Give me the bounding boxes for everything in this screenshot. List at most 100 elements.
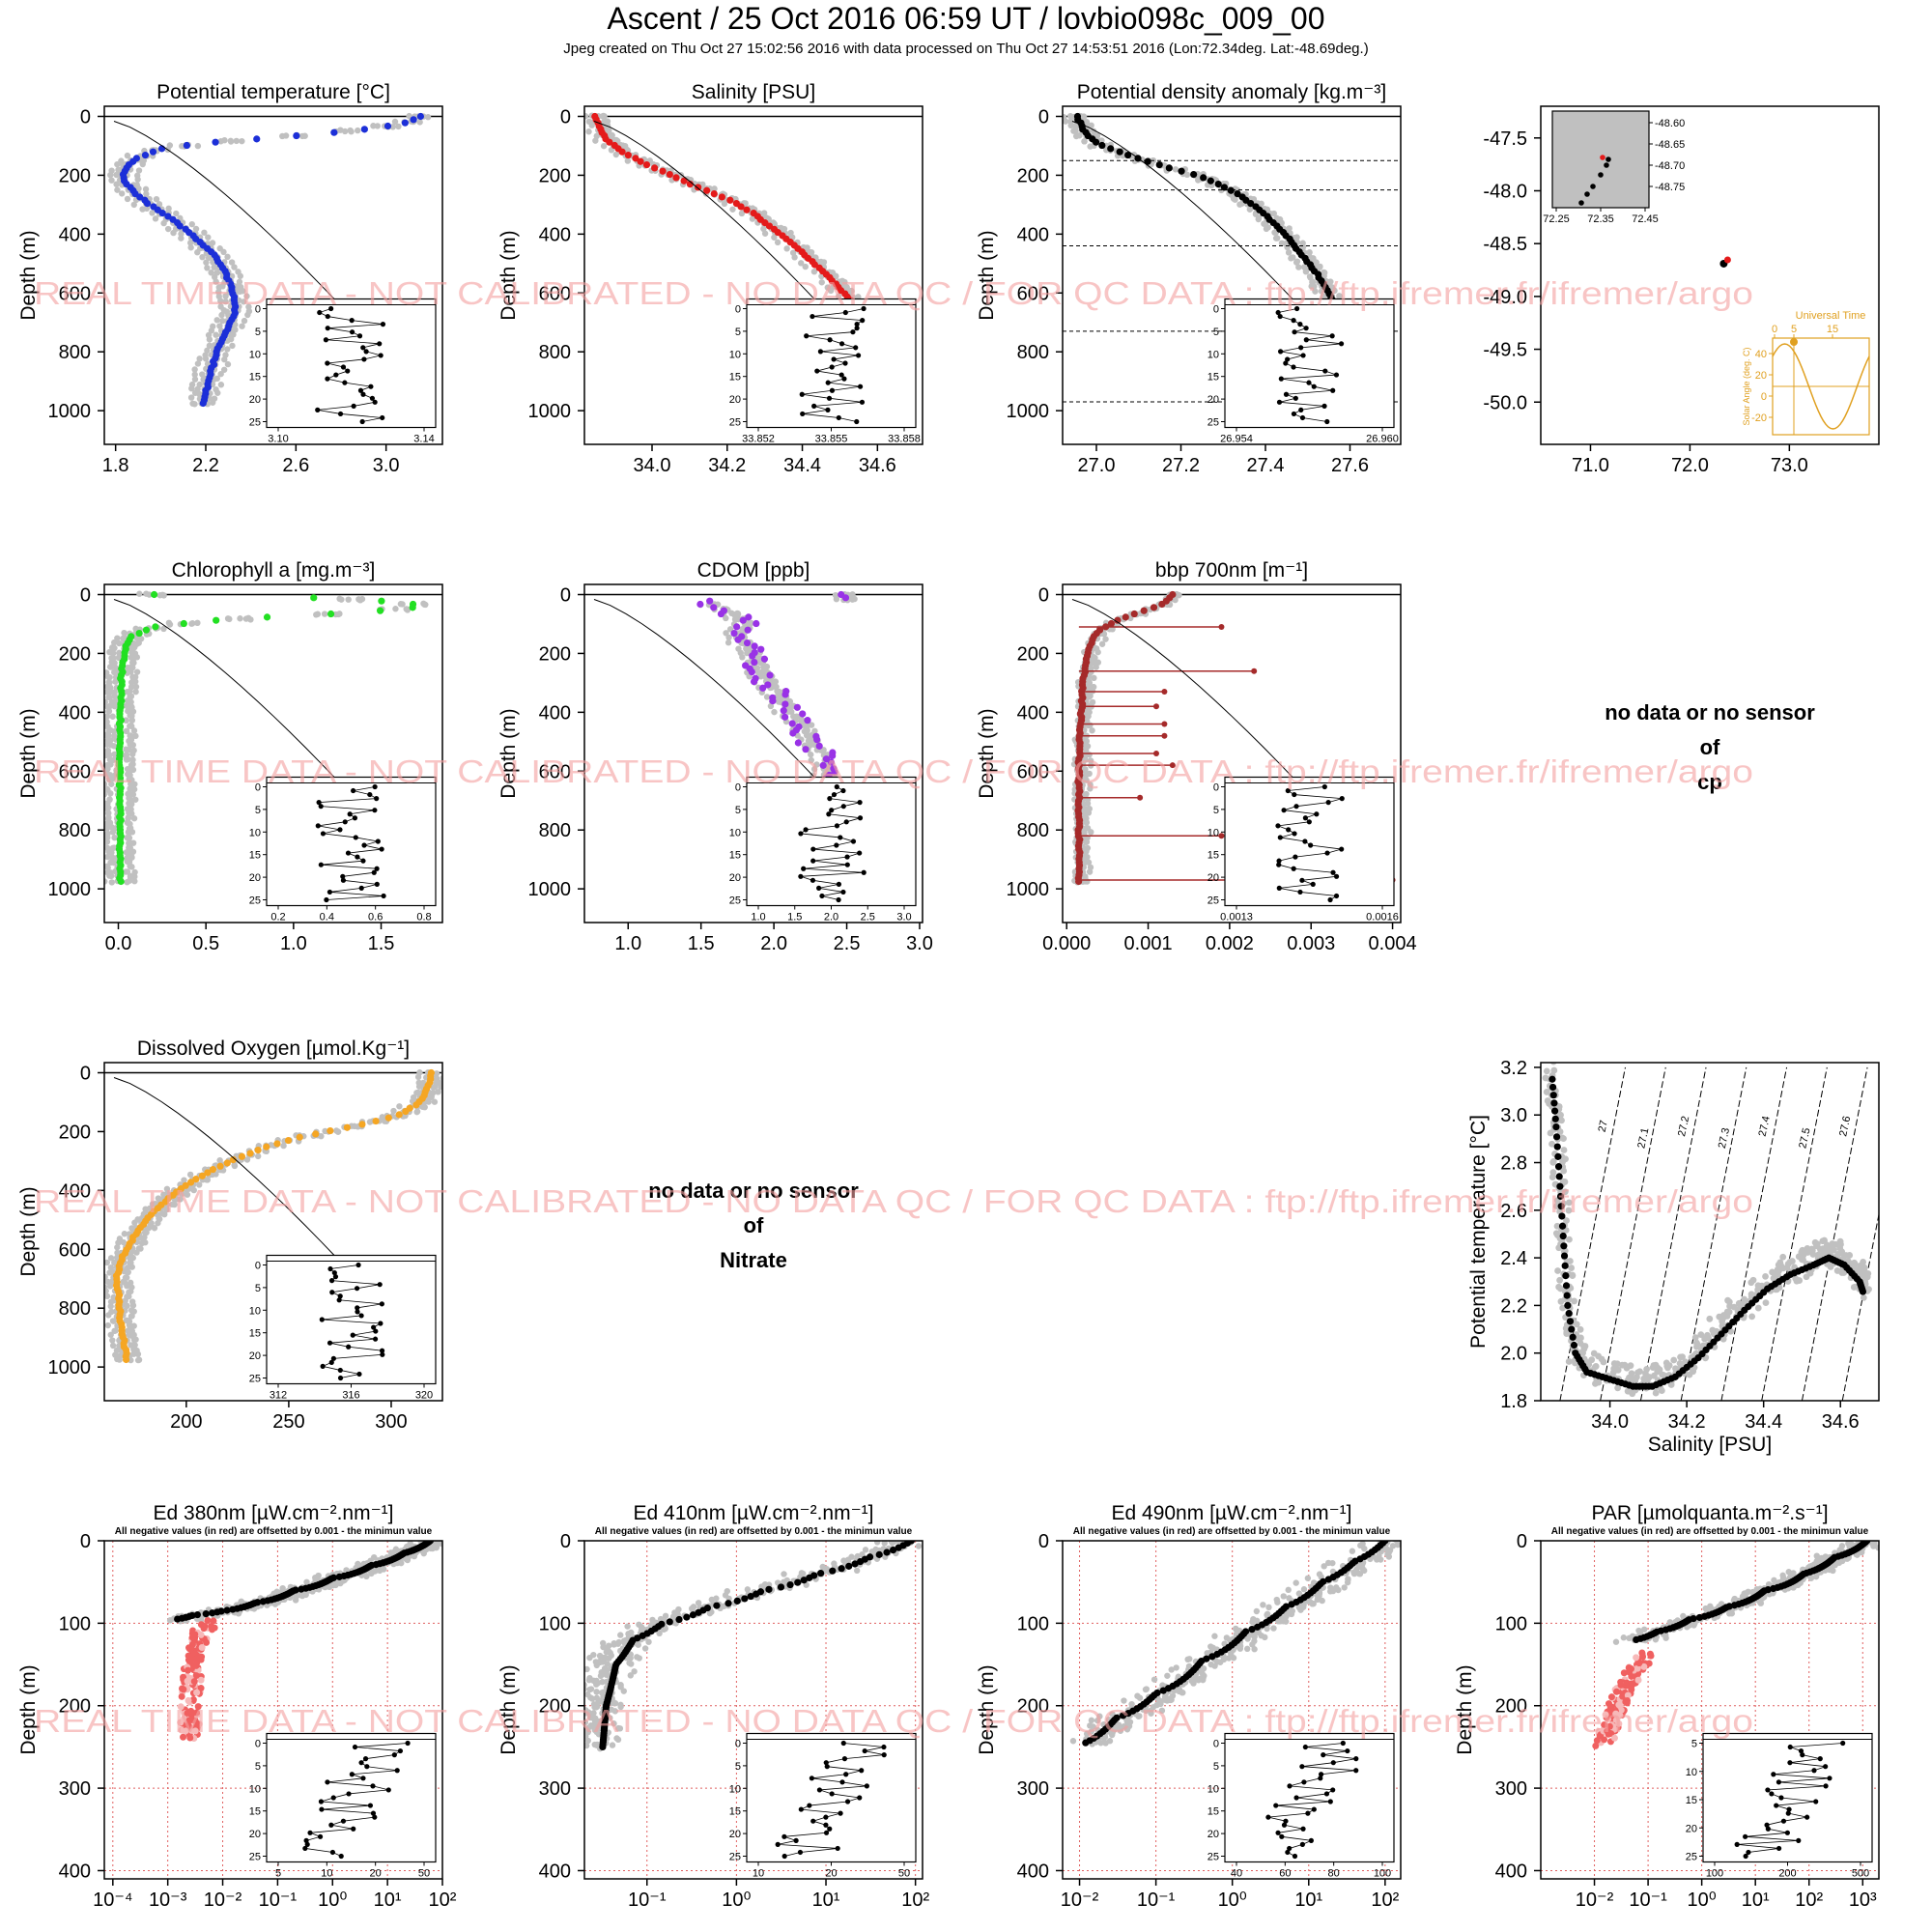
history-point bbox=[104, 863, 110, 869]
profile-point bbox=[1107, 619, 1116, 628]
profile-point bbox=[717, 610, 725, 618]
history-point bbox=[1290, 254, 1296, 261]
history-point bbox=[392, 606, 399, 612]
history-point bbox=[356, 597, 364, 604]
history-point bbox=[600, 142, 608, 150]
history-point bbox=[241, 317, 248, 325]
profile-point bbox=[799, 710, 807, 718]
history-point bbox=[781, 225, 788, 233]
history-point bbox=[220, 248, 227, 256]
history-point bbox=[1749, 1276, 1757, 1284]
inset-frame bbox=[266, 1254, 437, 1385]
history-point bbox=[124, 1283, 130, 1290]
profile-point bbox=[749, 652, 756, 660]
y-axis-label: Depth (m) bbox=[17, 230, 40, 320]
history-point bbox=[1580, 1345, 1588, 1352]
profile-point bbox=[637, 157, 644, 165]
inset-frame bbox=[746, 298, 917, 429]
history-point bbox=[142, 1206, 149, 1212]
history-point bbox=[190, 1186, 197, 1194]
history-point bbox=[1571, 1297, 1578, 1305]
history-point bbox=[173, 210, 180, 217]
history-point bbox=[787, 229, 794, 237]
profile-point bbox=[327, 1126, 334, 1135]
history-point bbox=[767, 702, 775, 710]
profile-point bbox=[246, 1150, 254, 1157]
profile-point bbox=[1114, 616, 1122, 624]
history-point bbox=[1285, 249, 1293, 256]
history-point bbox=[1091, 674, 1097, 682]
history-point bbox=[134, 176, 141, 183]
history-point bbox=[129, 751, 136, 757]
history-point bbox=[125, 707, 131, 715]
chart-title: Potential temperature [°C] bbox=[156, 81, 390, 103]
history-point bbox=[232, 321, 239, 328]
inset-y-label: 10 bbox=[1208, 349, 1219, 360]
history-point bbox=[215, 288, 222, 296]
x-tick-label: 0.002 bbox=[1206, 933, 1254, 954]
inset-line bbox=[1277, 786, 1343, 900]
history-point bbox=[808, 722, 815, 728]
history-point bbox=[135, 1245, 143, 1252]
history-point bbox=[109, 829, 117, 836]
history-point bbox=[128, 839, 134, 847]
chart-title: Salinity [PSU] bbox=[692, 81, 815, 103]
profile-point bbox=[748, 668, 755, 676]
history-point bbox=[584, 113, 589, 120]
profile-point bbox=[1122, 613, 1129, 621]
history-point bbox=[1565, 1199, 1573, 1207]
history-point bbox=[149, 210, 156, 216]
negative-point bbox=[204, 1616, 212, 1624]
isopycnal-line bbox=[1559, 1066, 1626, 1401]
history-point bbox=[187, 244, 194, 251]
history-point bbox=[181, 1177, 187, 1183]
history-point bbox=[1566, 1236, 1573, 1243]
inset-x-label: 1.0 bbox=[751, 912, 765, 923]
history-point bbox=[128, 712, 135, 720]
history-point bbox=[1066, 112, 1074, 120]
isopycnal-label: 27.1 bbox=[1635, 1127, 1651, 1150]
history-point bbox=[194, 142, 202, 150]
profile-point bbox=[686, 180, 694, 188]
inset-line bbox=[1277, 308, 1342, 422]
history-point bbox=[593, 132, 600, 140]
isopycnal-line bbox=[1720, 1066, 1788, 1401]
history-point bbox=[160, 625, 167, 633]
history-point bbox=[155, 1195, 162, 1202]
x-tick-label: 27.6 bbox=[1331, 455, 1369, 476]
isopycnal-label: 27.4 bbox=[1757, 1115, 1773, 1137]
history-point bbox=[124, 868, 131, 875]
history-point bbox=[217, 370, 224, 378]
history-point bbox=[163, 1207, 170, 1213]
history-point bbox=[738, 210, 746, 217]
history-point bbox=[820, 259, 828, 266]
inset-y-label: 15 bbox=[1208, 850, 1219, 862]
profile-point bbox=[759, 684, 767, 692]
history-point bbox=[1829, 1240, 1836, 1247]
profile-point bbox=[360, 126, 368, 133]
profile-point bbox=[209, 1166, 217, 1174]
history-point bbox=[711, 185, 718, 192]
history-point bbox=[1544, 1097, 1551, 1104]
inset-line bbox=[321, 1264, 384, 1378]
history-point bbox=[754, 655, 761, 662]
history-point bbox=[1089, 726, 1095, 734]
inset-y-label: 25 bbox=[1208, 895, 1219, 907]
inset-y-label: 0 bbox=[1213, 304, 1219, 316]
x-tick-label: 34.0 bbox=[634, 455, 671, 476]
history-point bbox=[128, 1225, 135, 1232]
y-tick-label: 2.6 bbox=[1500, 1201, 1527, 1222]
inset-y-label: 10 bbox=[1208, 827, 1219, 838]
history-point bbox=[428, 1093, 435, 1100]
profile-point bbox=[1107, 145, 1115, 153]
history-point bbox=[1311, 283, 1318, 290]
history-point bbox=[1183, 171, 1191, 179]
ts-point bbox=[1554, 1163, 1563, 1171]
profile-point bbox=[401, 119, 409, 127]
history-point bbox=[1086, 679, 1094, 687]
history-point bbox=[760, 664, 767, 670]
y-tick-label: 200 bbox=[59, 1122, 91, 1143]
history-point bbox=[125, 790, 131, 798]
